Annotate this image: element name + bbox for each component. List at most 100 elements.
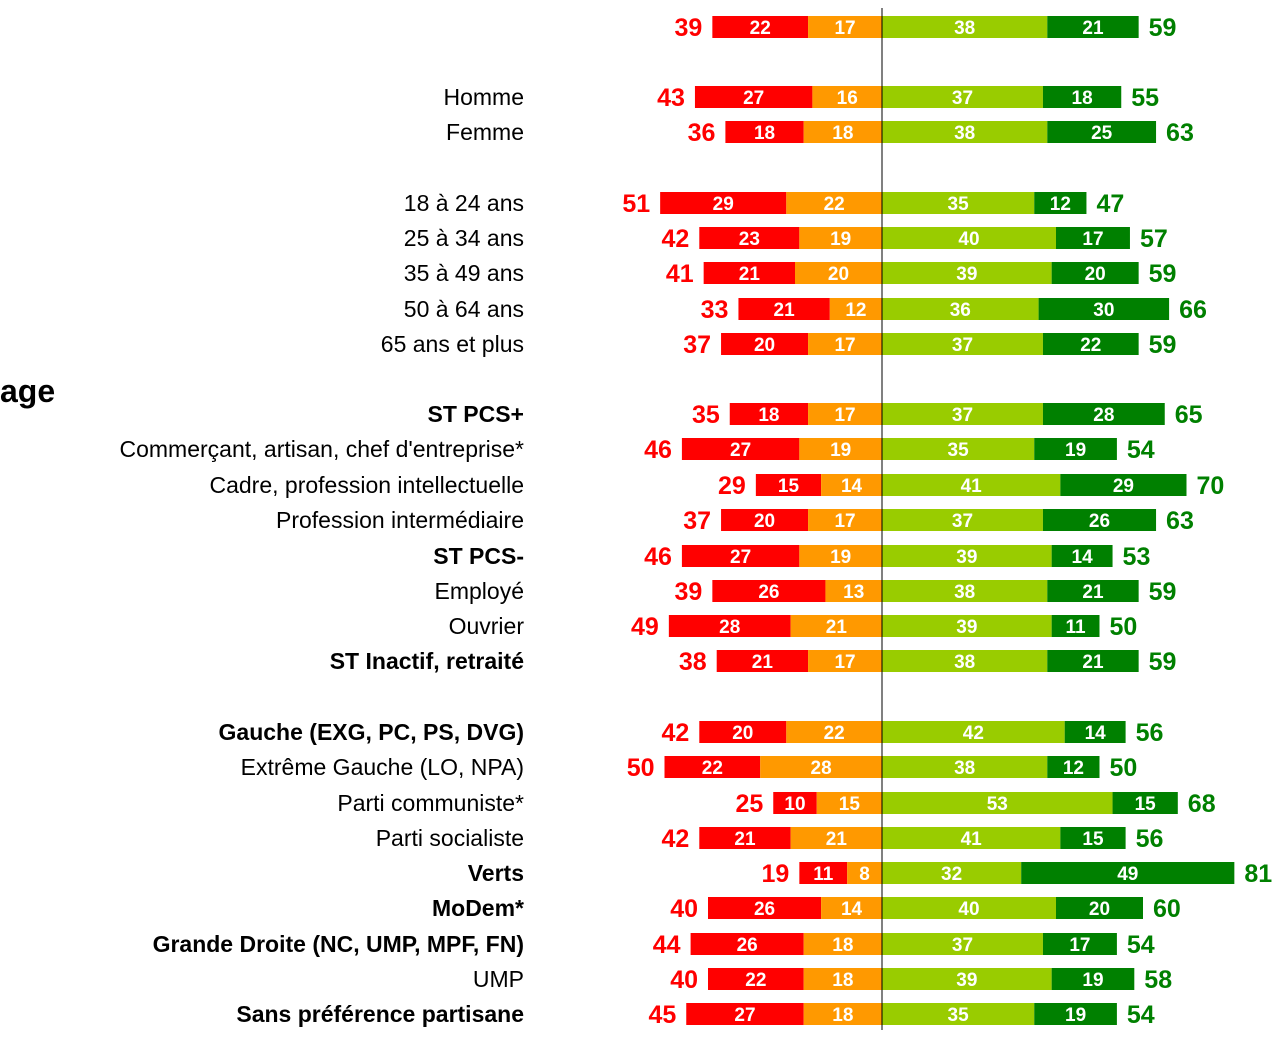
bar-segment-pos-strong	[1034, 438, 1117, 460]
segment-value-label: 23	[739, 229, 760, 250]
chart-row: 65 ans et plus 20 17 37 22 37 59	[381, 331, 1177, 359]
bar-segment-pos-light	[882, 827, 1061, 849]
segment-value-label: 26	[737, 935, 758, 956]
bar-segment-pos-light	[882, 968, 1052, 990]
segment-value-label: 8	[859, 864, 870, 885]
negative-total-label: 39	[675, 578, 703, 606]
row-label: 35 à 49 ans	[404, 260, 524, 286]
bar-segment-neg-strong	[699, 721, 787, 743]
bar-segment-pos-light	[882, 474, 1061, 496]
segment-value-label: 18	[832, 1005, 853, 1026]
segment-value-label: 21	[734, 829, 756, 850]
positive-total-label: 50	[1110, 754, 1138, 782]
segment-value-label: 13	[843, 582, 864, 603]
bar-segment-neg-light	[790, 615, 882, 637]
bar-segment-neg-light	[808, 509, 882, 531]
segment-value-label: 17	[834, 18, 855, 39]
segment-value-label: 21	[1082, 18, 1104, 39]
segment-value-label: 32	[941, 864, 962, 885]
segment-value-label: 14	[1085, 723, 1107, 744]
bar-segment-pos-light	[882, 1003, 1035, 1025]
bar-segment-neg-strong	[703, 262, 795, 284]
negative-total-label: 37	[683, 331, 711, 359]
positive-total-label: 59	[1149, 14, 1177, 42]
rows-layer: 22 17 38 21 39 59 Homme 27 16 37 18 43 55 Femme 18 18 38…	[119, 14, 1272, 1029]
chart-row: Extrême Gauche (LO, NPA) 22 28 38 12 50 50	[241, 754, 1138, 782]
segment-value-label: 20	[754, 335, 775, 356]
segment-value-label: 35	[948, 1005, 970, 1026]
positive-total-label: 57	[1140, 225, 1168, 253]
bar-segment-pos-strong	[1034, 1003, 1117, 1025]
positive-total-label: 65	[1175, 401, 1203, 429]
positive-total-label: 81	[1244, 860, 1272, 888]
bar-segment-neg-light	[821, 474, 882, 496]
bar-segment-pos-strong	[1021, 862, 1235, 884]
segment-value-label: 26	[758, 582, 779, 603]
segment-value-label: 14	[841, 476, 863, 497]
bar-segment-pos-light	[882, 121, 1048, 143]
segment-value-label: 10	[784, 794, 805, 815]
positive-total-label: 56	[1136, 719, 1164, 747]
row-label: Parti communiste*	[337, 790, 524, 816]
bar-segment-neg-light	[825, 580, 882, 602]
segment-value-label: 21	[826, 829, 848, 850]
bar-segment-pos-strong	[1047, 580, 1139, 602]
row-label: ST PCS-	[433, 543, 524, 569]
chart-row: Grande Droite (NC, UMP, MPF, FN) 26 18 37 17…	[153, 931, 1155, 959]
row-label: Grande Droite (NC, UMP, MPF, FN)	[153, 931, 524, 957]
row-label: Employé	[435, 578, 524, 604]
negative-total-label: 45	[648, 1001, 676, 1029]
bar-segment-pos-light	[882, 862, 1022, 884]
segment-value-label: 20	[732, 723, 753, 744]
section-label: age	[0, 373, 55, 409]
bar-segment-pos-strong	[1112, 792, 1178, 814]
segment-value-label: 28	[1093, 405, 1114, 426]
positive-total-label: 59	[1149, 260, 1177, 288]
bar-segment-pos-light	[882, 721, 1065, 743]
bar-segment-pos-strong	[1047, 16, 1139, 38]
negative-total-label: 29	[718, 472, 746, 500]
bar-segment-neg-light	[799, 438, 882, 460]
positive-total-label: 59	[1149, 648, 1177, 676]
chart-row: 18 à 24 ans 29 22 35 12 51 47	[404, 190, 1124, 218]
bar-segment-neg-light	[760, 756, 882, 778]
negative-total-label: 19	[762, 860, 790, 888]
segment-value-label: 15	[1135, 794, 1157, 815]
segment-value-label: 17	[1069, 935, 1090, 956]
bar-segment-neg-strong	[694, 86, 813, 108]
negative-total-label: 44	[653, 931, 681, 959]
bar-segment-pos-light	[882, 262, 1052, 284]
segment-value-label: 14	[841, 899, 863, 920]
bar-segment-pos-light	[882, 227, 1056, 249]
segment-value-label: 27	[730, 440, 751, 461]
bar-segment-pos-strong	[1051, 545, 1113, 567]
row-label: 65 ans et plus	[381, 331, 524, 357]
negative-total-label: 51	[622, 190, 650, 218]
bar-segment-pos-light	[882, 792, 1113, 814]
positive-total-label: 50	[1110, 613, 1138, 641]
bar-segment-pos-strong	[1047, 756, 1100, 778]
segment-value-label: 22	[1080, 335, 1101, 356]
bar-segment-neg-strong	[729, 403, 809, 425]
negative-total-label: 33	[701, 296, 729, 324]
segment-value-label: 19	[1082, 970, 1103, 991]
segment-value-label: 21	[752, 652, 774, 673]
segment-value-label: 12	[845, 300, 866, 321]
row-label: Commerçant, artisan, chef d'entreprise*	[119, 436, 524, 462]
segment-value-label: 38	[954, 18, 975, 39]
segment-value-label: 29	[1113, 476, 1134, 497]
chart-row: MoDem* 26 14 40 20 40 60	[432, 895, 1181, 923]
segment-value-label: 42	[963, 723, 984, 744]
row-label: 50 à 64 ans	[404, 296, 524, 322]
bar-segment-pos-light	[882, 298, 1039, 320]
positive-total-label: 59	[1149, 331, 1177, 359]
bar-segment-neg-light	[786, 721, 882, 743]
segment-value-label: 39	[956, 617, 977, 638]
chart-row: Parti socialiste 21 21 41 15 42 56	[376, 825, 1164, 853]
segment-value-label: 38	[954, 582, 975, 603]
positive-total-label: 70	[1197, 472, 1225, 500]
segment-value-label: 37	[952, 935, 973, 956]
chart-row: Ouvrier 28 21 39 11 49 50	[449, 613, 1138, 641]
bar-segment-pos-light	[882, 192, 1035, 214]
positive-total-label: 54	[1127, 436, 1155, 464]
